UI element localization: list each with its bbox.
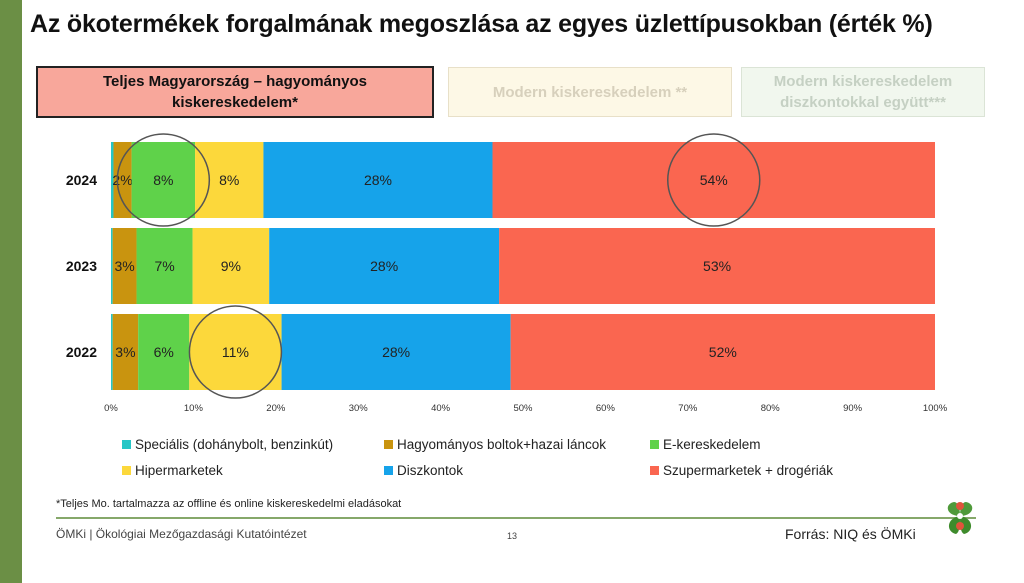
- bar-segment: [192, 228, 270, 304]
- leaf-clover-logo: [947, 502, 973, 534]
- legend-swatch: [650, 440, 659, 449]
- bar-segment: [269, 228, 500, 304]
- bar-segment: [281, 314, 511, 390]
- data-label: 6%: [154, 344, 174, 360]
- x-tick-label: 70%: [678, 403, 698, 414]
- data-label: 3%: [115, 344, 135, 360]
- data-label: 8%: [219, 172, 239, 188]
- bar-segment: [131, 142, 196, 218]
- legend-label: Hagyományos boltok+hazai láncok: [397, 437, 606, 452]
- bar-segment: [136, 228, 193, 304]
- data-label: 9%: [221, 258, 241, 274]
- legend-swatch: [384, 466, 393, 475]
- tab-modern-diszkontokkal[interactable]: Modern kiskereskedelem diszkontokkal egy…: [741, 67, 985, 117]
- data-label: 2%: [112, 172, 132, 188]
- data-label: 8%: [153, 172, 173, 188]
- tab-teljes-magyarorszag[interactable]: Teljes Magyarország – hagyományos kisker…: [36, 66, 434, 118]
- left-accent-bar: [0, 0, 22, 583]
- highlight-circle: [667, 133, 761, 227]
- x-tick-label: 0%: [104, 403, 118, 414]
- stacked-bar-chart: 2024 2% 8% 8% 28% 54% 2023 3% 7% 9% 28% 53% 2022 3% 6%…: [66, 133, 948, 478]
- tab-label: Modern kiskereskedelem diszkontokkal egy…: [773, 73, 953, 111]
- source-text: Forrás: NIQ és ÖMKi: [785, 526, 916, 542]
- x-tick-label: 100%: [923, 403, 948, 414]
- category-label: 2024: [66, 172, 97, 188]
- page-title: Az ökotermékek forgalmának megoszlása az…: [30, 10, 933, 38]
- bar-segment: [499, 228, 935, 304]
- footer-divider: [56, 517, 976, 519]
- bar-segment: [111, 314, 113, 390]
- bar-segment: [510, 314, 935, 390]
- legend-label: Hipermarketek: [135, 463, 223, 478]
- data-label: 7%: [154, 258, 174, 274]
- x-tick-label: 30%: [349, 403, 369, 414]
- page-number: 13: [507, 531, 518, 541]
- x-tick-label: 50%: [513, 403, 533, 414]
- data-label: 28%: [364, 172, 392, 188]
- x-tick-label: 60%: [596, 403, 616, 414]
- data-label: 11%: [222, 344, 249, 360]
- tab-label: Teljes Magyarország – hagyományos kisker…: [103, 73, 367, 111]
- bar-segment: [138, 314, 190, 390]
- category-label: 2022: [66, 344, 97, 360]
- bar-segment: [492, 142, 935, 218]
- data-label: 54%: [700, 172, 728, 188]
- x-tick-label: 10%: [184, 403, 204, 414]
- legend-label: Speciális (dohánybolt, benzinkút): [135, 437, 333, 452]
- tab-label: Modern kiskereskedelem **: [492, 83, 688, 101]
- highlight-circle: [188, 305, 283, 399]
- data-label: 53%: [703, 258, 731, 274]
- bar-segment: [263, 142, 493, 218]
- x-tick-label: 90%: [843, 403, 863, 414]
- bar-segment: [111, 228, 113, 304]
- bar-segment: [112, 228, 137, 304]
- legend-swatch: [384, 440, 393, 449]
- legend-label: Diszkontok: [397, 463, 463, 478]
- category-label: 2023: [66, 258, 97, 274]
- bar-segment: [195, 142, 264, 218]
- tab-modern-kiskereskedelem[interactable]: Modern kiskereskedelem **: [448, 67, 732, 117]
- data-label: 28%: [370, 258, 398, 274]
- legend-label: Szupermarketek + drogériák: [663, 463, 833, 478]
- bar-segment: [113, 142, 132, 218]
- legend-swatch: [650, 466, 659, 475]
- x-tick-label: 20%: [266, 403, 286, 414]
- highlight-circle: [116, 133, 211, 227]
- legend-label: E-kereskedelem: [663, 437, 761, 452]
- data-label: 28%: [382, 344, 410, 360]
- bar-segment: [189, 314, 282, 390]
- data-label: 3%: [114, 258, 134, 274]
- x-tick-label: 80%: [761, 403, 781, 414]
- footer-org: ÖMKi | Ökológiai Mezőgazdasági Kutatóint…: [56, 527, 307, 541]
- x-tick-label: 40%: [431, 403, 451, 414]
- data-label: 52%: [709, 344, 737, 360]
- bar-segment: [112, 314, 139, 390]
- footnote: *Teljes Mo. tartalmazza az offline és on…: [56, 498, 402, 510]
- bar-segment: [111, 142, 114, 218]
- legend-swatch: [122, 440, 131, 449]
- legend-swatch: [122, 466, 131, 475]
